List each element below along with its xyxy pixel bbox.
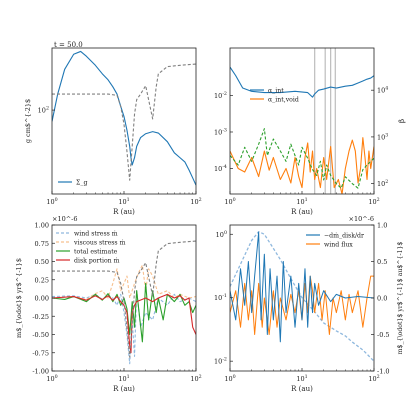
x-tick-label-exponent: 1	[305, 197, 308, 203]
y2-tick-label: 0.5	[377, 258, 387, 266]
x-tick-label: 100	[224, 374, 235, 383]
legend-label: wind flux	[324, 241, 353, 248]
x-tick-label: 102	[368, 374, 379, 383]
x-tick-label-exponent: 2	[199, 197, 202, 203]
x-tick-label: 101	[118, 374, 129, 383]
x-tick-label: 100	[224, 197, 235, 206]
y-tick-label: 102	[38, 106, 49, 115]
y2-tick-label-exponent: 4	[385, 86, 388, 92]
time-label: t = 50.0	[54, 41, 83, 49]
x-tick-label: 100	[46, 197, 57, 206]
plot-area	[52, 50, 196, 186]
x-tick-label: 102	[190, 374, 201, 383]
y-exponent-label: ×10^-6	[52, 215, 78, 223]
y-tick-label: 0.75	[35, 240, 49, 248]
y-tick-label: 100	[216, 230, 227, 239]
series-line	[52, 264, 196, 301]
y-tick-label: -0.75	[32, 349, 49, 357]
y2-axis-label: β	[398, 119, 406, 123]
x-axis-label: R (au)	[291, 385, 313, 393]
y2-tick-label-exponent: 2	[385, 179, 388, 185]
y-tick-label-exponent: 2	[46, 106, 49, 112]
y-tick-label: 10-1	[214, 293, 227, 302]
y2-tick-label: -0.5	[377, 331, 390, 339]
y-axis-label: g cm$^{-2}$	[24, 99, 32, 143]
x-tick-label-exponent: 2	[377, 197, 380, 203]
series-line	[230, 231, 374, 343]
axes-frame	[51, 47, 197, 195]
y2-tick-label: 102	[377, 179, 388, 188]
legend-label: −dṁ_disk/dr	[324, 232, 364, 239]
series-line	[230, 66, 374, 98]
y-tick-label-exponent: -3	[222, 127, 227, 133]
legend-label: wind stress ṁ	[74, 230, 118, 237]
x-tick-label-exponent: 2	[199, 374, 202, 380]
x-tick-label: 100	[46, 374, 57, 383]
y-tick-label: -0.50	[32, 331, 49, 339]
x-tick-label: 102	[368, 197, 379, 206]
x-tick-label: 102	[190, 197, 201, 206]
legend-label: total estimate	[74, 248, 118, 255]
legend-label: α_int	[268, 87, 284, 94]
x-tick-label-exponent: 2	[377, 374, 380, 380]
legend-label: α_int,void	[268, 96, 299, 103]
y2-tick-label-exponent: 3	[385, 132, 388, 138]
x-tick-label-exponent: 0	[55, 197, 58, 203]
x-axis-label: R (au)	[113, 208, 135, 216]
legend-label: Σ_g	[76, 179, 87, 186]
series-line	[230, 137, 374, 194]
y2-axis-label: m$_{\odot}$ yr$^{-1}$ au$^{-1}$	[397, 242, 404, 355]
x-axis-label: R (au)	[113, 385, 135, 393]
y-tick-label-exponent: -2	[222, 91, 227, 97]
y-tick-label: 10-2	[214, 91, 227, 100]
y-tick-label: 0.00	[35, 295, 49, 303]
plot-area	[230, 48, 374, 194]
y-tick-label: 10-4	[214, 164, 227, 173]
y-axis-label: m$_{\odot}$ yr$^{-1}$	[15, 258, 23, 338]
x-tick-label: 101	[296, 374, 307, 383]
legend-label: viscous stress ṁ	[73, 239, 126, 246]
x-axis-label: R (au)	[291, 208, 313, 216]
x-tick-label: 101	[296, 197, 307, 206]
y-tick-label: -0.25	[32, 313, 49, 321]
x-tick-label-exponent: 0	[233, 374, 236, 380]
y2-tick-label: -1.0	[377, 368, 390, 376]
x-tick-label-exponent: 1	[127, 374, 130, 380]
y2-tick-label: 1.0	[377, 222, 387, 230]
x-tick-label: 101	[118, 197, 129, 206]
series-line	[230, 231, 374, 362]
series-line	[52, 50, 196, 186]
x-tick-label-exponent: 1	[305, 374, 308, 380]
x-tick-label-exponent: 1	[127, 197, 130, 203]
series-line	[230, 128, 374, 189]
y-tick-label-exponent: -2	[222, 357, 227, 363]
y-tick-label-exponent: 0	[224, 230, 227, 236]
plot-area	[230, 231, 374, 362]
y-tick-label: -1.00	[32, 368, 49, 376]
plot-area	[52, 240, 196, 365]
y-tick-label: 10-2	[214, 357, 227, 366]
y2-tick-label: 103	[377, 132, 388, 141]
y2-tick-label: 104	[377, 86, 388, 95]
y-tick-label: 0.50	[35, 258, 49, 266]
series-line	[230, 275, 374, 335]
y-tick-label: 10-3	[214, 127, 227, 136]
y-tick-label-exponent: -4	[222, 164, 227, 170]
y2-exponent-label: ×10^-6	[349, 215, 375, 223]
x-tick-label-exponent: 0	[55, 374, 58, 380]
legend-label: disk portion ṁ	[74, 257, 120, 264]
series-line	[52, 63, 196, 181]
x-tick-label-exponent: 0	[233, 197, 236, 203]
y-tick-label: 0.25	[35, 276, 49, 284]
y-tick-label-exponent: -1	[222, 293, 227, 299]
y2-tick-label: 0.0	[377, 295, 387, 303]
y-tick-label: 1.00	[35, 222, 49, 230]
axes-frame	[229, 47, 375, 195]
series-line	[52, 282, 196, 343]
